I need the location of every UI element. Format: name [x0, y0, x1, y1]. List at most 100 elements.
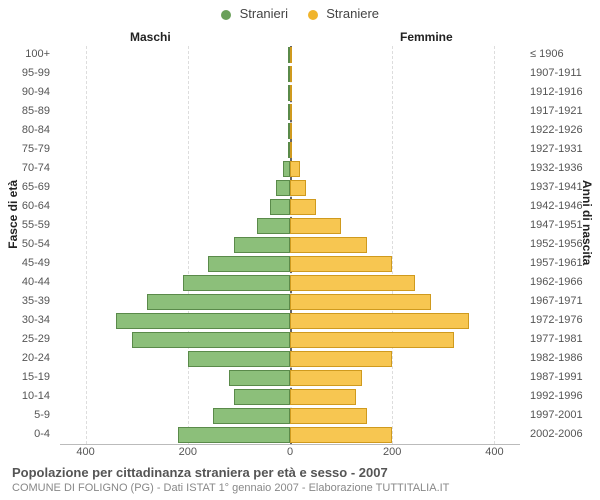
- birthyear-label: 1992-1996: [530, 390, 600, 402]
- bar-female: [290, 332, 454, 348]
- age-label: 10-14: [0, 390, 50, 402]
- pyramid-row: 0-42002-2006: [60, 427, 520, 443]
- x-tick-label: 200: [383, 446, 401, 458]
- age-label: 25-29: [0, 333, 50, 345]
- pyramid-row: 25-291977-1981: [60, 332, 520, 348]
- pyramid-row: 85-891917-1921: [60, 104, 520, 120]
- age-label: 85-89: [0, 105, 50, 117]
- bar-male: [270, 199, 290, 215]
- bar-female: [290, 370, 362, 386]
- bar-male: [147, 294, 290, 310]
- age-label: 75-79: [0, 143, 50, 155]
- birthyear-label: 1907-1911: [530, 67, 600, 79]
- legend-label-female: Straniere: [326, 6, 379, 21]
- bar-male: [132, 332, 290, 348]
- bar-female: [290, 389, 356, 405]
- age-label: 20-24: [0, 352, 50, 364]
- x-tick-label: 400: [76, 446, 94, 458]
- legend-item-male: Stranieri: [221, 6, 288, 21]
- bar-female: [290, 218, 341, 234]
- bar-female: [290, 237, 367, 253]
- pyramid-row: 15-191987-1991: [60, 370, 520, 386]
- column-title-female: Femmine: [400, 30, 453, 44]
- pyramid-row: 45-491957-1961: [60, 256, 520, 272]
- birthyear-label: 1912-1916: [530, 86, 600, 98]
- chart-subtitle: COMUNE DI FOLIGNO (PG) - Dati ISTAT 1° g…: [12, 482, 588, 494]
- birthyear-label: 1957-1961: [530, 257, 600, 269]
- pyramid-row: 50-541952-1956: [60, 237, 520, 253]
- chart-container: Stranieri Straniere Maschi Femmine Fasce…: [0, 0, 600, 500]
- bar-female: [290, 199, 316, 215]
- birthyear-label: 2002-2006: [530, 428, 600, 440]
- birthyear-label: 1937-1941: [530, 181, 600, 193]
- birthyear-label: 1917-1921: [530, 105, 600, 117]
- pyramid-row: 20-241982-1986: [60, 351, 520, 367]
- bar-female: [290, 427, 392, 443]
- pyramid-row: 80-841922-1926: [60, 123, 520, 139]
- bar-female: [290, 351, 392, 367]
- age-label: 15-19: [0, 371, 50, 383]
- pyramid-row: 35-391967-1971: [60, 294, 520, 310]
- x-tick-label: 200: [179, 446, 197, 458]
- chart-title: Popolazione per cittadinanza straniera p…: [12, 465, 588, 480]
- pyramid-row: 95-991907-1911: [60, 66, 520, 82]
- birthyear-label: 1942-1946: [530, 200, 600, 212]
- legend-swatch-male: [221, 10, 231, 20]
- legend-swatch-female: [308, 10, 318, 20]
- birthyear-label: 1972-1976: [530, 314, 600, 326]
- bar-female: [290, 294, 431, 310]
- bar-female: [290, 180, 306, 196]
- birthyear-label: ≤ 1906: [530, 48, 600, 60]
- birthyear-label: 1967-1971: [530, 295, 600, 307]
- bar-female: [290, 47, 292, 63]
- birthyear-label: 1982-1986: [530, 352, 600, 364]
- pyramid-row: 70-741932-1936: [60, 161, 520, 177]
- bar-female: [290, 142, 292, 158]
- bar-female: [290, 123, 292, 139]
- bar-male: [183, 275, 290, 291]
- age-label: 35-39: [0, 295, 50, 307]
- age-label: 30-34: [0, 314, 50, 326]
- bar-male: [213, 408, 290, 424]
- pyramid-row: 40-441962-1966: [60, 275, 520, 291]
- age-label: 100+: [0, 48, 50, 60]
- age-label: 40-44: [0, 276, 50, 288]
- bar-female: [290, 256, 392, 272]
- age-label: 55-59: [0, 219, 50, 231]
- bar-male: [188, 351, 290, 367]
- age-label: 50-54: [0, 238, 50, 250]
- age-label: 80-84: [0, 124, 50, 136]
- pyramid-row: 5-91997-2001: [60, 408, 520, 424]
- legend-label-male: Stranieri: [240, 6, 288, 21]
- bar-male: [178, 427, 290, 443]
- birthyear-label: 1947-1951: [530, 219, 600, 231]
- age-label: 90-94: [0, 86, 50, 98]
- x-tick-label: 0: [287, 446, 293, 458]
- footer: Popolazione per cittadinanza straniera p…: [12, 465, 588, 494]
- bar-male: [276, 180, 290, 196]
- birthyear-label: 1927-1931: [530, 143, 600, 155]
- birthyear-label: 1952-1956: [530, 238, 600, 250]
- bar-female: [290, 161, 300, 177]
- bar-female: [290, 85, 292, 101]
- bar-female: [290, 313, 469, 329]
- age-label: 60-64: [0, 200, 50, 212]
- age-label: 45-49: [0, 257, 50, 269]
- bar-female: [290, 275, 415, 291]
- pyramid-row: 30-341972-1976: [60, 313, 520, 329]
- bar-male: [229, 370, 290, 386]
- bar-male: [283, 161, 290, 177]
- bar-female: [290, 66, 292, 82]
- birthyear-label: 1922-1926: [530, 124, 600, 136]
- plot-area: 4002000200400100+≤ 190695-991907-191190-…: [60, 46, 520, 445]
- bar-male: [234, 237, 290, 253]
- legend-item-female: Straniere: [308, 6, 379, 21]
- birthyear-label: 1962-1966: [530, 276, 600, 288]
- birthyear-label: 1987-1991: [530, 371, 600, 383]
- bar-female: [290, 104, 292, 120]
- pyramid-row: 65-691937-1941: [60, 180, 520, 196]
- legend: Stranieri Straniere: [0, 6, 600, 21]
- pyramid-row: 100+≤ 1906: [60, 47, 520, 63]
- pyramid-row: 90-941912-1916: [60, 85, 520, 101]
- pyramid-row: 75-791927-1931: [60, 142, 520, 158]
